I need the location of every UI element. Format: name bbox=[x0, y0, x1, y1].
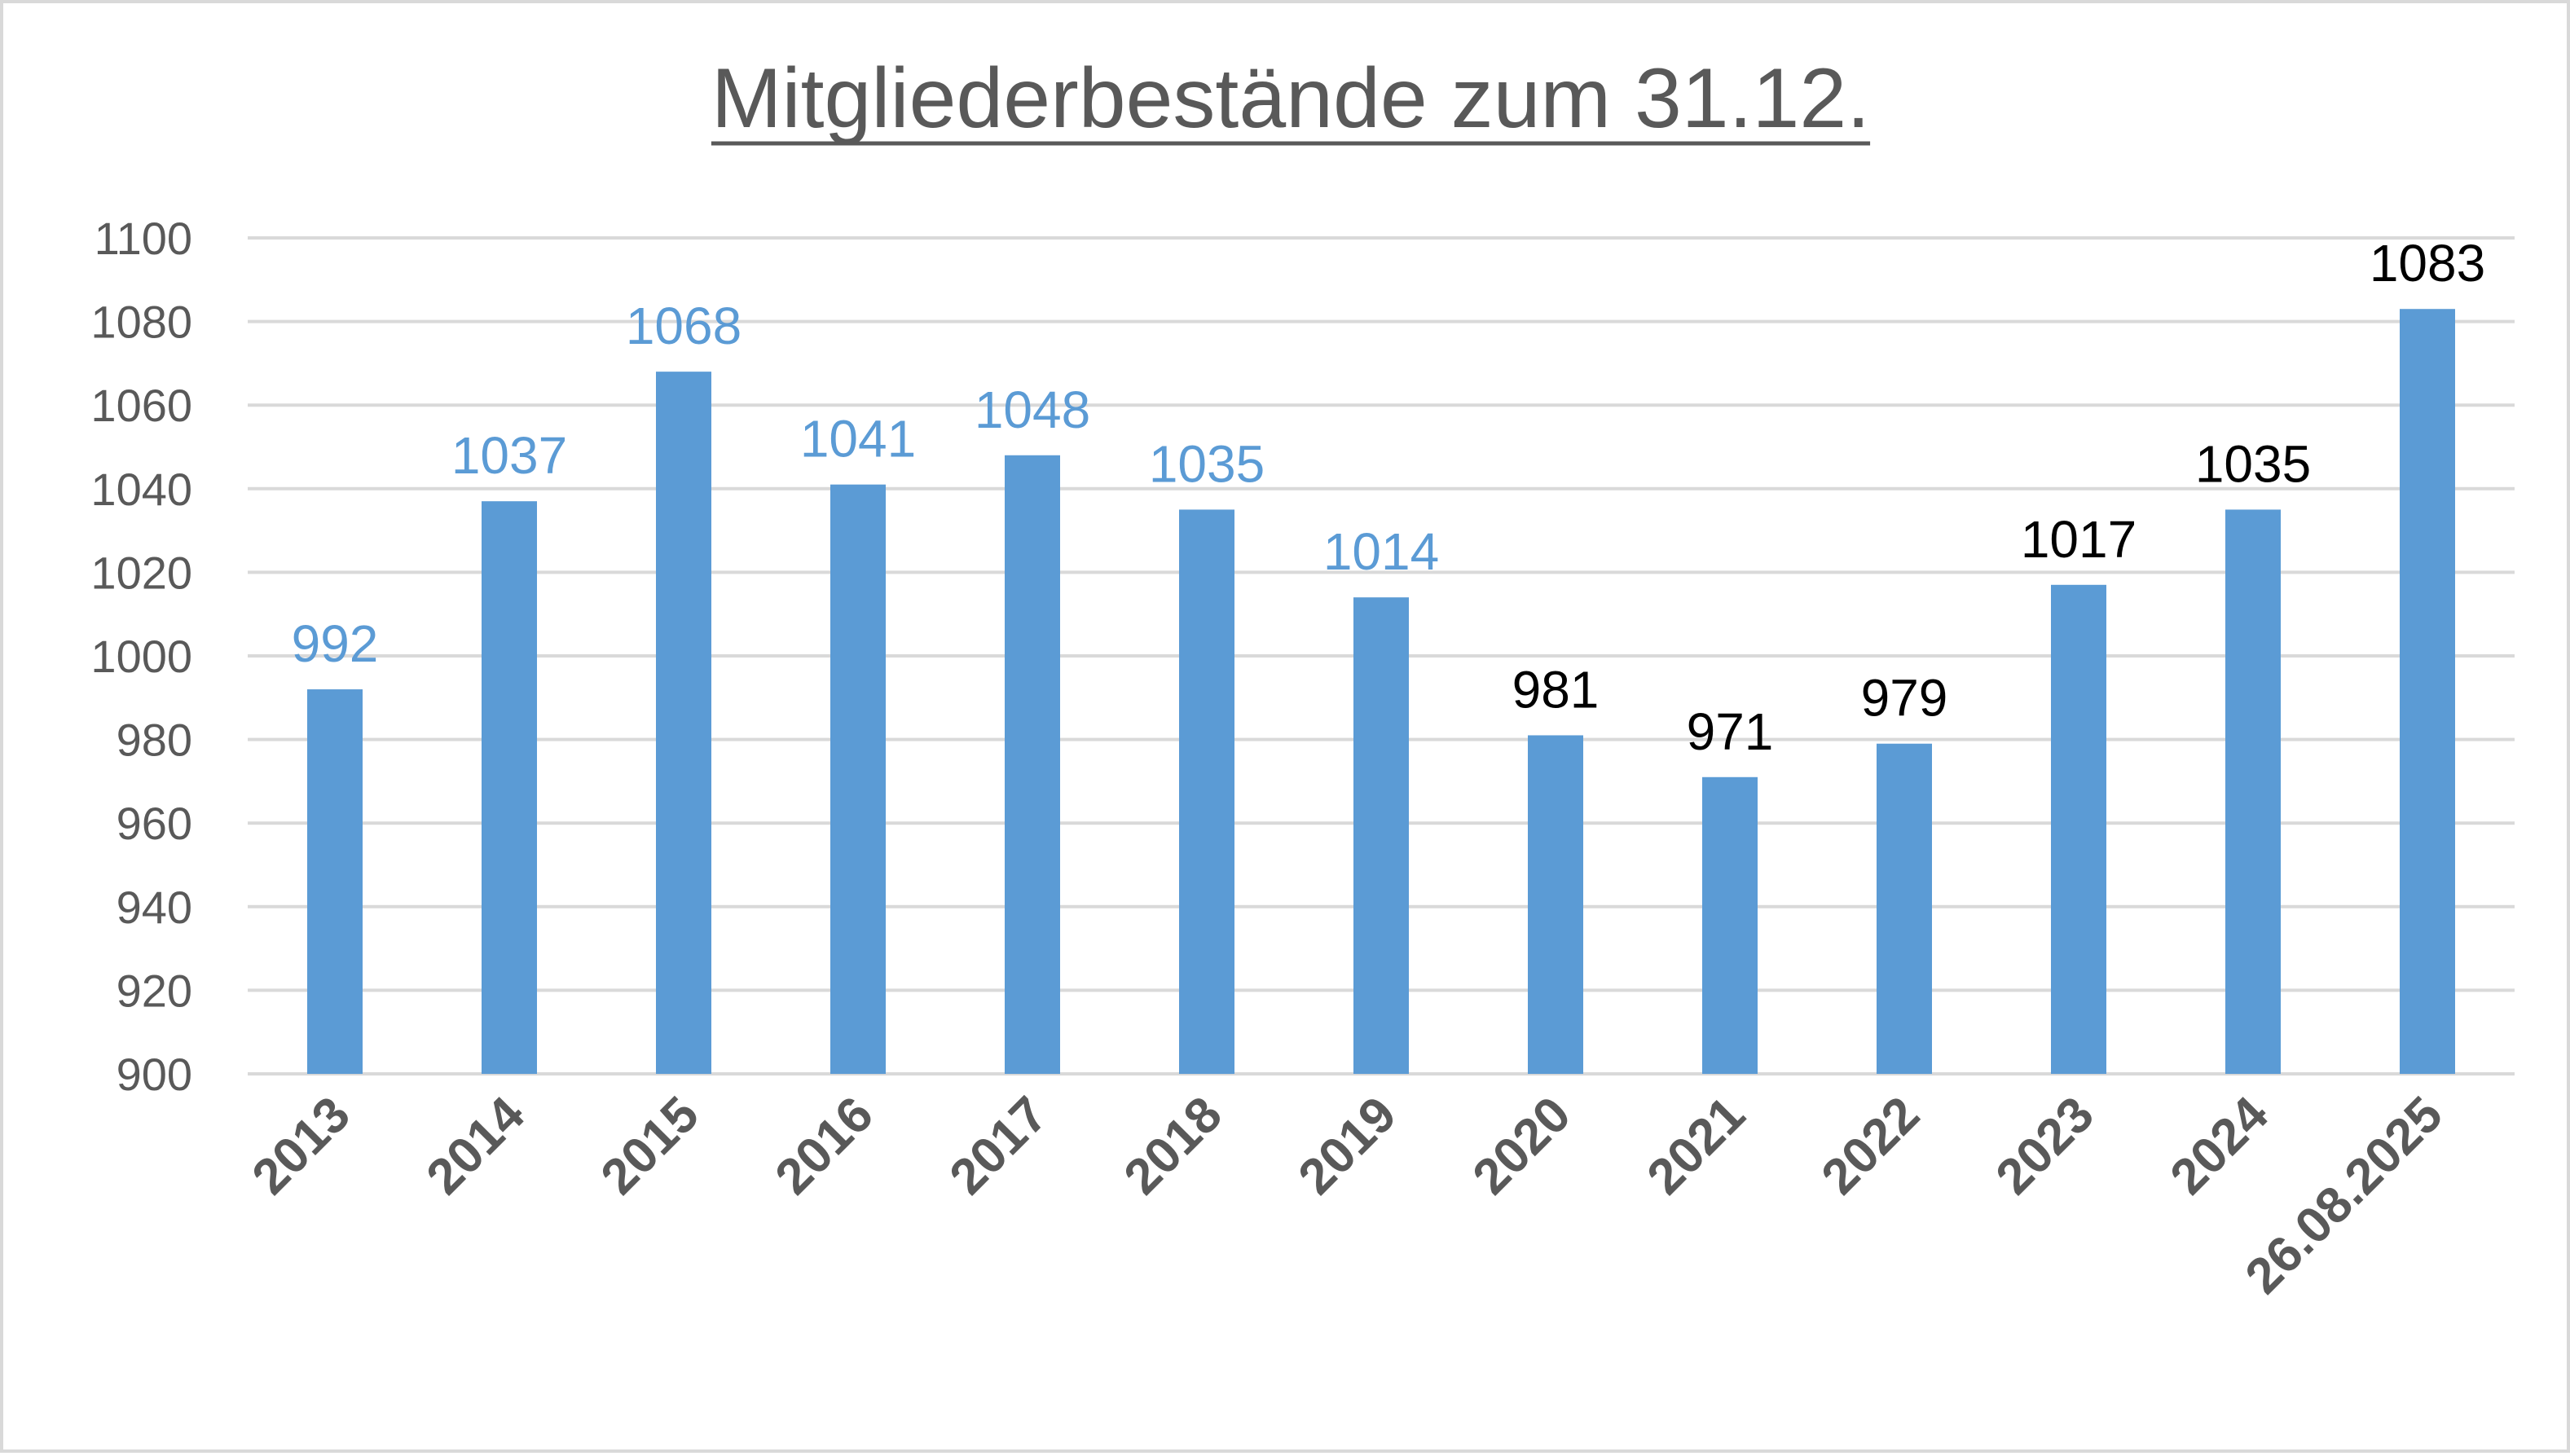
data-labels: 992 1037 1068 1041 1048 1035 1014 981 971 979 1017… bbox=[292, 234, 2486, 761]
x-tick-label: 2023 bbox=[1986, 1086, 2105, 1205]
x-tick-label: 2017 bbox=[940, 1086, 1058, 1205]
bar-chart: 900920940960980100010201040106010801100 … bbox=[90, 51, 2515, 1305]
data-label: 1068 bbox=[626, 297, 742, 355]
x-tick-label: 2015 bbox=[591, 1086, 710, 1205]
y-tick-label: 920 bbox=[117, 965, 192, 1016]
y-tick-label: 960 bbox=[117, 798, 192, 849]
x-tick-label: 2024 bbox=[2160, 1086, 2280, 1206]
bar bbox=[1353, 597, 1409, 1074]
data-label: 1017 bbox=[2021, 510, 2137, 569]
chart-title: Mitgliederbestände zum 31.12. bbox=[711, 51, 1870, 146]
x-tick-label: 2021 bbox=[1637, 1086, 1756, 1205]
x-tick-label: 2014 bbox=[416, 1086, 536, 1206]
bar bbox=[830, 484, 886, 1074]
data-label: 1014 bbox=[1323, 522, 1439, 581]
bar bbox=[1877, 743, 1932, 1074]
y-tick-label: 1020 bbox=[90, 547, 192, 598]
data-label: 1037 bbox=[451, 426, 567, 485]
data-label: 979 bbox=[1861, 669, 1948, 728]
y-tick-label: 1100 bbox=[95, 213, 192, 264]
bar bbox=[1005, 455, 1060, 1074]
y-tick-label: 900 bbox=[117, 1049, 192, 1100]
y-tick-label: 1080 bbox=[90, 297, 192, 348]
bar bbox=[1179, 509, 1234, 1074]
data-label: 1048 bbox=[975, 380, 1090, 439]
bar bbox=[1528, 735, 1583, 1074]
y-tick-label: 1040 bbox=[90, 464, 192, 515]
bar bbox=[482, 501, 537, 1074]
y-tick-label: 1060 bbox=[90, 380, 192, 431]
bar bbox=[2051, 584, 2106, 1074]
x-tick-label: 2022 bbox=[1811, 1086, 1930, 1205]
y-tick-label: 940 bbox=[117, 882, 192, 933]
bar bbox=[2225, 509, 2281, 1074]
x-tick-label: 2013 bbox=[242, 1086, 361, 1205]
bar bbox=[656, 372, 711, 1074]
x-tick-label: 2016 bbox=[765, 1086, 884, 1205]
bar bbox=[2400, 309, 2455, 1075]
x-tick-label: 2018 bbox=[1114, 1086, 1233, 1205]
data-label: 1083 bbox=[2370, 234, 2485, 293]
data-label: 981 bbox=[1512, 660, 1600, 719]
y-tick-label: 1000 bbox=[90, 631, 192, 682]
bar bbox=[1702, 776, 1758, 1074]
data-label: 1041 bbox=[800, 410, 916, 468]
x-axis-ticks: 2013 2014 2015 2016 2017 2018 2019 2020 2021 2022… bbox=[242, 1086, 2453, 1305]
y-axis-ticks: 900 920 940 960 980 1000 1020 1040 1060 1080 1100 bbox=[90, 213, 192, 1100]
data-label: 1035 bbox=[1149, 434, 1265, 493]
y-tick-label: 980 bbox=[117, 715, 192, 766]
data-label: 971 bbox=[1687, 702, 1774, 761]
x-tick-label: 2020 bbox=[1463, 1086, 1582, 1205]
bar bbox=[307, 689, 363, 1074]
data-label: 1035 bbox=[2195, 434, 2311, 493]
bars bbox=[307, 309, 2455, 1075]
x-tick-label: 2019 bbox=[1288, 1086, 1407, 1205]
data-label: 992 bbox=[292, 614, 379, 673]
